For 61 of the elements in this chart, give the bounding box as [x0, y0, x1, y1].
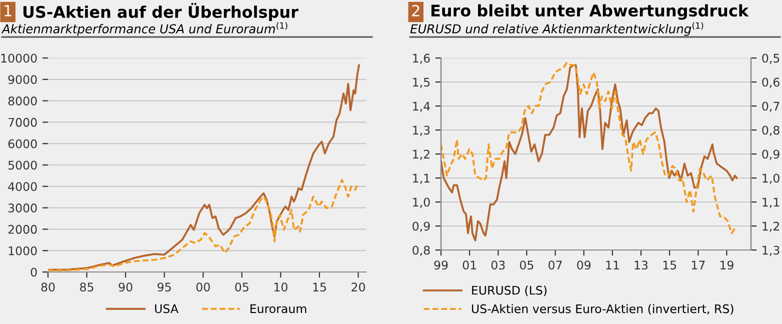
- x-tick-label: 11: [606, 260, 619, 270]
- y2-tick-label: 1,1: [762, 198, 780, 208]
- y-tick-label: 1,0: [413, 198, 430, 208]
- x-tick-label: 09: [577, 260, 591, 270]
- x-tick-label: 15: [663, 260, 676, 270]
- y2-tick-label: 0,6: [762, 78, 780, 88]
- x-tick-label: 19: [720, 260, 734, 270]
- y2-tick-label: 1,0: [762, 174, 780, 184]
- y-tick-label: 0,9: [412, 222, 430, 232]
- chart-title: US-Aktien auf der Überholspur: [23, 2, 298, 22]
- legend-label: USA: [155, 304, 178, 314]
- x-tick-label: 07: [548, 260, 562, 270]
- y-tick-label: 0: [30, 268, 37, 277]
- x-tick-label: 95: [158, 282, 171, 292]
- y-tick-label: 3000: [8, 204, 37, 212]
- y-tick-label: 8000: [8, 96, 37, 106]
- y-tick-label: 4000: [8, 182, 37, 192]
- y2-tick-label: 1,3: [762, 246, 780, 256]
- x-tick-label: 80: [41, 282, 55, 292]
- x-tick-label: 10: [274, 282, 288, 292]
- y-tick-label: 5000: [8, 160, 37, 170]
- y2-tick-label: 1,2: [762, 222, 780, 232]
- y2-tick-label: 0,9: [762, 150, 780, 160]
- y2-tick-label: 0,7: [762, 102, 780, 112]
- x-tick-label: 17: [692, 260, 705, 270]
- y2-tick-label: 0,8: [762, 126, 780, 136]
- y-tick-label: 7000: [8, 118, 37, 127]
- y-tick-label: 1,6: [413, 54, 430, 64]
- line-series: [48, 179, 360, 272]
- x-tick-label: 99: [434, 260, 448, 270]
- y-tick-label: 1,1: [413, 174, 430, 184]
- y-tick-label: 6000: [8, 139, 37, 148]
- text: 2: [412, 4, 420, 16]
- x-tick-label: 13: [634, 260, 648, 270]
- x-tick-label: 05: [235, 282, 248, 292]
- y-tick-label: 1,4: [413, 102, 430, 112]
- x-tick-label: 90: [118, 282, 132, 292]
- y2-tick-label: 0,5: [762, 54, 780, 64]
- legend-label: Euroraum: [250, 304, 306, 314]
- y-tick-label: 10000: [1, 54, 37, 63]
- chart-subtitle: EURUSD und relative Aktienmarktentwicklung$^{(1)}$: [410, 22, 704, 36]
- y-tick-label: 1000: [8, 246, 37, 256]
- chart-subtitle: Aktienmarktperformance USA und Euroraum$^{(1)}$: [1, 22, 288, 36]
- line-series: [48, 64, 360, 271]
- x-tick-label: 15: [313, 282, 326, 292]
- chart-title: Euro bleibt unter Abwertungsdruck: [431, 4, 749, 20]
- y-tick-label: 1,2: [413, 150, 430, 160]
- legend-label: US-Aktien versus Euro-Aktien (invertiert, RS): [472, 304, 734, 315]
- x-tick-label: 85: [80, 282, 94, 292]
- y-tick-label: 1,5: [413, 78, 430, 88]
- x-tick-label: 01: [462, 260, 476, 270]
- x-tick-label: 03: [491, 260, 505, 270]
- x-tick-label: 20: [352, 282, 365, 292]
- x-tick-label: 00: [196, 282, 210, 292]
- x-tick-label: 05: [520, 260, 534, 270]
- legend-label: EURUSD (LS): [472, 286, 546, 296]
- y-tick-label: 1,3: [413, 126, 430, 136]
- y-tick-label: 2000: [8, 224, 37, 234]
- y-tick-label: 9000: [8, 75, 37, 84]
- text: 1: [4, 5, 12, 16]
- y-tick-label: 0,8: [412, 246, 430, 256]
